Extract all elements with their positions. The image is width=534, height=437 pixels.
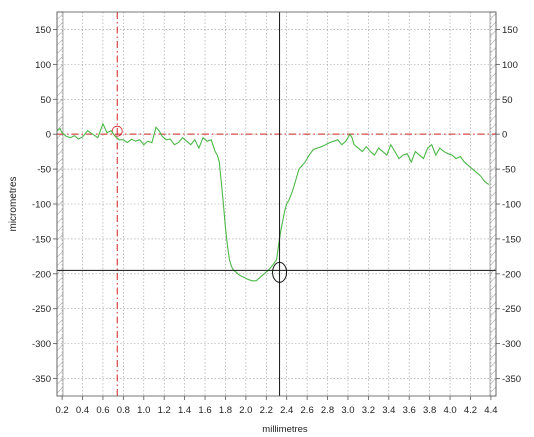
y-tick-label-right: -250 <box>502 304 521 315</box>
x-tick-label: 0.6 <box>96 405 109 416</box>
grid-lines <box>53 12 500 400</box>
x-tick-label: 2.2 <box>260 405 273 416</box>
x-tick-label: 0.2 <box>55 405 68 416</box>
y-tick-label-left: -300 <box>32 339 51 350</box>
profile-series-line <box>56 122 490 282</box>
x-tick-label: 4.2 <box>464 405 477 416</box>
y-axis-label: micrometres <box>8 176 19 231</box>
y-tick-label-left: -200 <box>32 269 51 280</box>
y-tick-label-right: -300 <box>502 339 521 350</box>
y-tick-label-right: -150 <box>502 234 521 245</box>
x-tick-label: 2.8 <box>321 405 334 416</box>
y-tick-label-left: 100 <box>35 60 51 71</box>
y-tick-label-right: 50 <box>502 95 513 106</box>
x-tick-label: 2.4 <box>280 405 293 416</box>
y-tick-label-right: -50 <box>502 165 516 176</box>
y-tick-label-left: 50 <box>40 95 51 106</box>
y-tick-label-right: 100 <box>502 60 518 71</box>
x-tick-label: 1.6 <box>198 405 211 416</box>
y-axis-right-tick-labels: 150 100 50 0 -50 -100 -150 -200 -250 -300 -350 <box>502 25 521 385</box>
x-tick-label: 3.2 <box>362 405 375 416</box>
x-tick-label: 0.4 <box>76 405 89 416</box>
x-tick-label: 1.2 <box>158 405 171 416</box>
x-tick-label: 1.4 <box>178 405 191 416</box>
y-tick-label-left: -50 <box>37 165 51 176</box>
x-tick-label: 4.4 <box>484 405 497 416</box>
x-tick-label: 3.6 <box>403 405 416 416</box>
plot-frame <box>56 11 497 397</box>
y-tick-label-right: -350 <box>502 374 521 385</box>
y-tick-label-left: 150 <box>35 25 51 36</box>
y-tick-label-right: 0 <box>502 130 507 141</box>
x-axis-label: millimetres <box>262 424 308 435</box>
x-axis-tick-labels: 0.2 0.4 0.6 0.8 1.0 1.2 1.4 1.6 1.8 2.0 2.2 2.4 2.6 2… <box>55 405 497 416</box>
y-tick-label-left: -250 <box>32 304 51 315</box>
y-axis-left-tick-labels: 150 100 50 0 -50 -100 -150 -200 -250 -300 -350 <box>32 25 51 385</box>
cursor-marker-ellipse <box>272 261 288 283</box>
x-tick-label: 3.8 <box>423 405 436 416</box>
cursor-crosshair <box>57 12 496 396</box>
x-tick-label: 3.0 <box>341 405 354 416</box>
y-tick-label-left: -100 <box>32 200 51 211</box>
reference-marker-circle <box>111 125 123 137</box>
x-tick-label: 4.0 <box>443 405 456 416</box>
x-tick-label: 3.4 <box>382 405 395 416</box>
y-tick-label-left: 0 <box>46 130 51 141</box>
x-tick-label: 0.8 <box>117 405 130 416</box>
x-tick-label: 1.0 <box>137 405 150 416</box>
x-tick-label: 2.0 <box>239 405 252 416</box>
x-tick-label: 1.8 <box>219 405 232 416</box>
reference-lines <box>57 12 496 396</box>
y-tick-label-left: -350 <box>32 374 51 385</box>
y-tick-label-right: 150 <box>502 25 518 36</box>
x-tick-label: 2.6 <box>301 405 314 416</box>
y-tick-label-right: -100 <box>502 200 521 211</box>
y-tick-label-right: -200 <box>502 269 521 280</box>
y-tick-label-left: -150 <box>32 234 51 245</box>
